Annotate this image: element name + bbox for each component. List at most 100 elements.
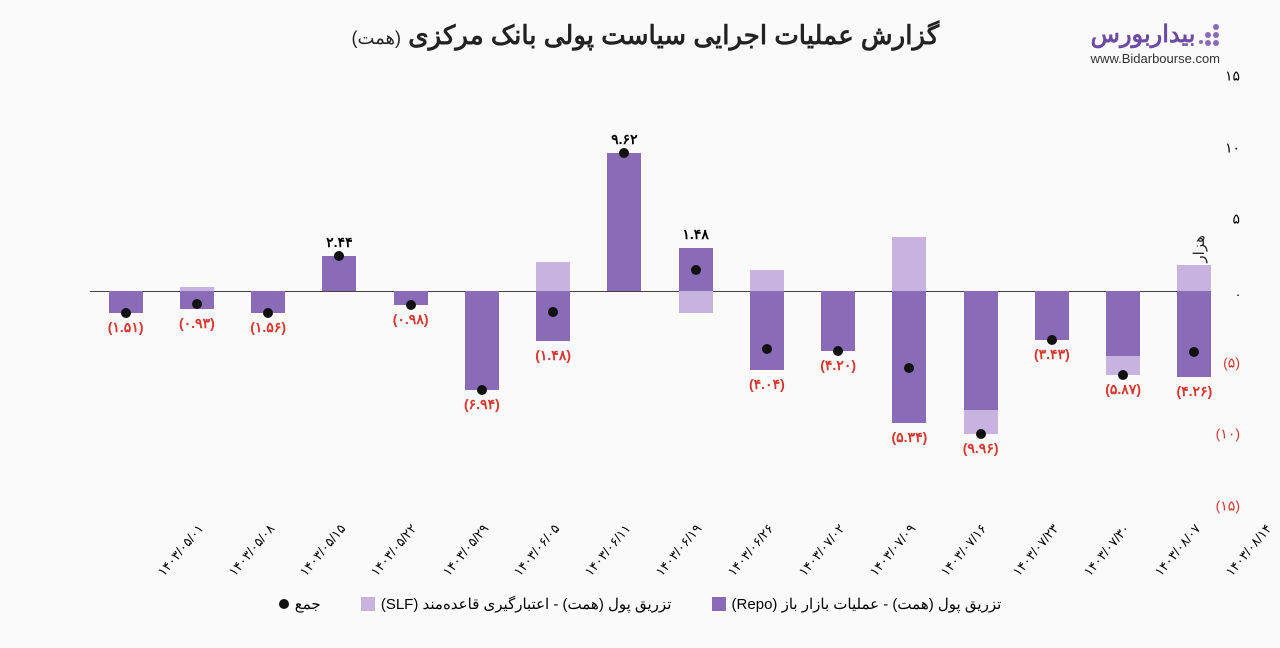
sum-marker	[904, 363, 914, 373]
logo-text: بیداربورس	[1091, 20, 1196, 49]
x-tick-label: ۱۴۰۳/۰۷/۲۳	[1009, 521, 1062, 580]
data-label: ۲.۴۴	[326, 234, 352, 251]
x-tick-label: ۱۴۰۳/۰۵/۲۲	[368, 521, 421, 580]
x-tick-label: ۱۴۰۳/۰۶/۲۶	[724, 521, 777, 580]
data-label: (۱.۵۶)	[250, 319, 286, 336]
plot-area: (۱.۵۱) (۰.۹۳) (۱.۵۶) ۲.۴۴ (۰.۹۸) (۶.۹۴) (۱.۴۸)…	[90, 76, 1190, 506]
data-label: ۱.۴۸	[682, 226, 708, 243]
data-label: (۴.۰۴)	[749, 376, 785, 393]
sum-marker	[406, 300, 416, 310]
y-tick: (۵)	[1223, 354, 1240, 371]
bar-group: ۲.۴۴	[322, 76, 356, 506]
bar-repo	[322, 256, 356, 291]
sum-marker	[833, 346, 843, 356]
x-tick-label: ۱۴۰۳/۰۷/۰۹	[867, 521, 920, 580]
legend-slf: تزریق پول (همت) - اعتبارگیری قاعده‌مند (…	[361, 595, 672, 613]
sum-marker	[1047, 335, 1057, 345]
data-label: (۹.۹۶)	[963, 440, 999, 457]
sum-marker	[1118, 370, 1128, 380]
bar-repo	[465, 291, 499, 390]
bar-repo	[821, 291, 855, 351]
bar-repo	[1035, 291, 1069, 340]
x-tick-label: ۱۴۰۳/۰۷/۱۶	[938, 521, 991, 580]
x-tick-label: ۱۴۰۳/۰۶/۱۱	[582, 521, 635, 580]
data-label: (۳.۴۳)	[1034, 346, 1070, 363]
x-tick-label: ۱۴۰۳/۰۵/۰۸	[225, 521, 278, 580]
sum-marker	[121, 308, 131, 318]
x-tick-label: ۱۴۰۳/۰۸/۱۴	[1223, 521, 1276, 580]
sum-marker	[334, 251, 344, 261]
bar-group: ۱.۴۸	[679, 76, 713, 506]
header: بیداربورس www.Bidarbourse.com گزارش عملی…	[20, 20, 1260, 66]
legend-sum: جمع	[279, 595, 321, 613]
logo-url: www.Bidarbourse.com	[1091, 51, 1220, 66]
bar-group: (۴.۲۰)	[821, 76, 855, 506]
x-tick-label: ۱۴۰۳/۰۸/۰۷	[1152, 521, 1205, 580]
x-tick-label: ۱۴۰۳/۰۶/۱۹	[653, 521, 706, 580]
data-label: (۵.۳۴)	[891, 429, 927, 446]
y-tick: ۱۰	[1225, 139, 1240, 156]
data-label: (۶.۹۴)	[464, 396, 500, 413]
bar-group: ۹.۶۲	[607, 76, 641, 506]
sum-marker	[619, 148, 629, 158]
bar-repo	[1177, 291, 1211, 377]
x-tick-label: ۱۴۰۳/۰۵/۱۵	[297, 521, 350, 580]
data-label: (۰.۹۸)	[393, 311, 429, 328]
bar-slf	[180, 287, 214, 291]
bar-slf	[679, 291, 713, 313]
sum-marker	[263, 308, 273, 318]
chart-title: گزارش عملیات اجرایی سیاست پولی بانک مرکز…	[200, 20, 1091, 51]
bar-group: (۱.۵۶)	[251, 76, 285, 506]
x-tick-label: ۱۴۰۳/۰۵/۲۹	[439, 521, 492, 580]
y-tick: .	[1236, 283, 1240, 299]
x-tick-label: ۱۴۰۳/۰۷/۰۲	[795, 521, 848, 580]
sum-marker	[762, 344, 772, 354]
bar-group: (۰.۹۳)	[180, 76, 214, 506]
logo: بیداربورس www.Bidarbourse.com	[1091, 20, 1220, 66]
chart-area: هزار میلیارد تومان ۱۵۱۰۵.(۵)(۱۰)(۱۵) (۱.…	[60, 76, 1200, 506]
chart-container: بیداربورس www.Bidarbourse.com گزارش عملی…	[20, 20, 1260, 628]
bar-group: (۴.۰۴)	[750, 76, 784, 506]
bar-slf	[1177, 265, 1211, 291]
legend: تزریق پول (همت) - عملیات بازار باز (Repo…	[20, 595, 1260, 613]
data-label: (۰.۹۳)	[179, 315, 215, 332]
sum-marker	[477, 385, 487, 395]
data-label: (۴.۲۶)	[1176, 383, 1212, 400]
bar-group: (۶.۹۴)	[465, 76, 499, 506]
y-tick: ۵	[1232, 211, 1240, 228]
bar-group: (۵.۳۴)	[892, 76, 926, 506]
bar-group: (۹.۹۶)	[964, 76, 998, 506]
bar-repo	[1106, 291, 1140, 356]
y-tick: (۱۰)	[1216, 426, 1240, 443]
bar-group: (۳.۴۳)	[1035, 76, 1069, 506]
x-tick-label: ۱۴۰۳/۰۷/۳۰	[1080, 521, 1133, 580]
sum-marker	[1189, 347, 1199, 357]
sum-marker	[548, 307, 558, 317]
bar-slf	[536, 262, 570, 291]
data-label: (۴.۲۰)	[820, 357, 856, 374]
legend-repo: تزریق پول (همت) - عملیات بازار باز (Repo…	[712, 595, 1002, 613]
sum-marker	[192, 299, 202, 309]
sum-marker	[976, 429, 986, 439]
bar-group: (۴.۲۶)	[1177, 76, 1211, 506]
bar-repo	[964, 291, 998, 410]
x-tick-label: ۱۴۰۳/۰۶/۰۵	[510, 521, 563, 580]
logo-icon	[1199, 24, 1219, 46]
bar-repo	[750, 291, 784, 370]
y-tick: (۱۵)	[1216, 498, 1240, 515]
bar-slf	[892, 237, 926, 291]
bar-group: (۵.۸۷)	[1106, 76, 1140, 506]
data-label: ۹.۶۲	[611, 131, 637, 148]
data-label: (۱.۵۱)	[108, 319, 144, 336]
data-label: (۵.۸۷)	[1105, 381, 1141, 398]
x-tick-label: ۱۴۰۳/۰۵/۰۱	[154, 521, 207, 580]
bar-repo	[607, 153, 641, 291]
bar-repo	[892, 291, 926, 423]
data-label: (۱.۴۸)	[535, 347, 571, 364]
y-tick: ۱۵	[1225, 68, 1240, 85]
bar-group: (۱.۴۸)	[536, 76, 570, 506]
bar-slf	[750, 270, 784, 292]
bar-group: (۱.۵۱)	[109, 76, 143, 506]
sum-marker	[691, 265, 701, 275]
bar-group: (۰.۹۸)	[394, 76, 428, 506]
